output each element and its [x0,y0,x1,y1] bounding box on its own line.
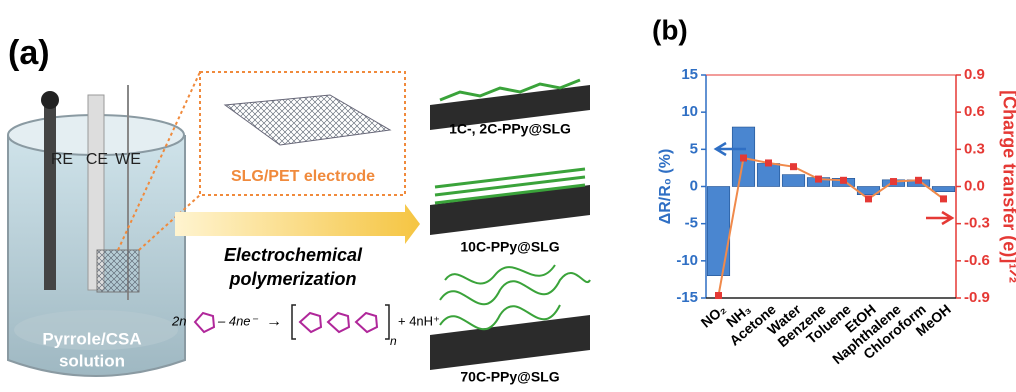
y2-tick-label: 0.0 [964,177,985,194]
chart: -15 -10 -5 0 5 10 15 -0.9 -0.6 -0.3 0.0 0.3 0.6 0.9 ΔR… [657,66,1016,367]
bracket [292,305,389,339]
y-tick-label: -10 [676,252,698,269]
solution-label: Pyrrole/CSA [42,329,141,348]
bar [707,187,730,276]
line-marker [865,195,872,202]
y-tick-label: -15 [676,289,698,306]
line-marker [715,292,722,299]
reaction-text: 2n [171,313,186,328]
product-label: 1C-, 2C-PPy@SLG [449,121,571,137]
electrode-label: CE [86,151,108,168]
y-tick-label: 10 [681,103,698,120]
reaction-text: → [266,313,282,330]
y-tick-label: 0 [690,177,698,194]
polypyrrole [300,313,377,332]
y-tick-label: -5 [685,215,698,232]
pyrrole [195,313,214,332]
electrode-re [44,105,56,290]
line-marker [915,177,922,184]
line-marker [815,176,822,183]
electrode-cap [41,91,59,109]
solution-label: solution [59,351,125,370]
electrode-label: WE [115,151,141,168]
process-label: Electrochemical [224,245,363,265]
panel-a: (a) RE CE WE Pyrrole/CSA solution SLG/PE… [8,34,590,385]
panel-label: (b) [652,14,688,45]
y2-tick-label: -0.3 [964,215,990,232]
reaction-text: – 4ne⁻ [217,313,259,328]
y-axis-title: ΔR/R₀ (%) [657,149,674,225]
figure: (a) RE CE WE Pyrrole/CSA solution SLG/PE… [0,0,1016,387]
product-label: 70C-PPy@SLG [460,369,559,385]
line-marker [940,195,947,202]
y-tick-label: 15 [681,66,698,83]
axis-arrow [926,212,952,224]
box-label: SLG/PET electrode [231,168,375,185]
process-arrow [175,204,420,244]
y2-tick-label: 0.6 [964,103,985,120]
electrode-mesh [97,250,139,292]
reaction-text: + 4nH⁺ [398,313,440,328]
x-tick-label: NO₂ [698,301,729,331]
bar [782,175,805,187]
reaction-text: n [390,334,397,348]
process-label: polymerization [228,269,356,289]
panel-label: (a) [8,34,50,72]
y2-tick-label: -0.9 [964,289,990,306]
y-tick-label: 5 [690,140,698,157]
line-marker [890,178,897,185]
y2-tick-label: 0.3 [964,140,985,157]
line-marker [765,159,772,166]
y2-tick-label: -0.6 [964,252,990,269]
line-marker [840,177,847,184]
bar [932,187,955,192]
y2-tick-label: 0.9 [964,66,985,83]
line-marker [790,163,797,170]
y2-axis-title: [Charge transfer (e)]¹ᐟ² [999,90,1016,283]
electrode-label: RE [51,151,73,168]
product-label: 10C-PPy@SLG [460,239,559,255]
line-marker [740,155,747,162]
bar [757,163,780,186]
